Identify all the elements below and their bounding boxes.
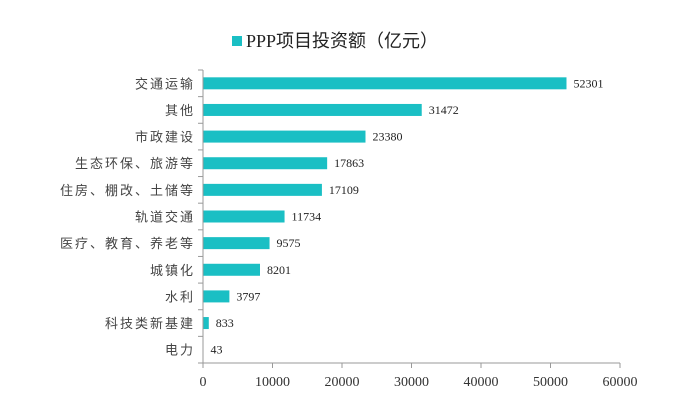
bar: [203, 317, 209, 330]
category-label: 交通运输: [135, 76, 195, 92]
data-label: 9575: [277, 236, 301, 250]
legend-label: PPP项目投资额（亿元）: [246, 31, 438, 51]
bar: [203, 157, 328, 170]
x-tick-label: 0: [200, 375, 207, 390]
category-label: 水利: [165, 290, 195, 305]
category-label: 科技类新基建: [105, 316, 195, 332]
category-label: 医疗、教育、养老等: [60, 236, 195, 252]
data-label: 8201: [267, 263, 291, 277]
category-label: 生态环保、旅游等: [75, 156, 195, 172]
data-label: 23380: [372, 130, 402, 144]
bar-group: 市政建设 23380: [135, 130, 403, 146]
category-label: 市政建设: [135, 130, 195, 146]
data-label: 833: [216, 316, 234, 330]
bar-group: 交通运输 52301: [135, 76, 604, 92]
category-label: 住房、棚改、土储等: [60, 183, 195, 199]
bar-group: 住房、棚改、土储等 17109: [60, 183, 359, 199]
bar-group: 科技类新基建 833: [105, 316, 234, 332]
data-label: 3797: [236, 289, 260, 303]
bar: [203, 77, 567, 90]
bar: [203, 130, 366, 143]
bar-group: 水利 3797: [165, 289, 260, 305]
legend: PPP项目投资额（亿元）: [232, 31, 438, 51]
bar: [203, 210, 285, 223]
category-label: 轨道交通: [135, 210, 195, 226]
x-tick-label: 10000: [255, 375, 290, 390]
bar: [203, 103, 422, 116]
bar-group: 城镇化 8201: [150, 263, 291, 279]
legend-swatch: [232, 36, 242, 46]
x-tick-label: 30000: [394, 375, 429, 390]
data-label: 31472: [429, 103, 459, 117]
bar-group: 医疗、教育、养老等 9575: [60, 236, 301, 252]
category-label: 城镇化: [150, 264, 195, 279]
bar: [203, 290, 230, 303]
bar-group: 其他 31472: [165, 103, 459, 119]
bar: [203, 183, 322, 196]
bar-group: 轨道交通 11734: [135, 210, 321, 226]
x-tick-label: 20000: [325, 375, 360, 390]
data-label: 43: [211, 343, 223, 357]
x-tick-label: 60000: [603, 375, 638, 390]
data-label: 11734: [292, 210, 322, 224]
category-label: 其他: [165, 104, 195, 119]
bar: [203, 263, 260, 276]
bar: [203, 237, 270, 250]
category-label: 电力: [165, 344, 195, 359]
data-label: 17863: [334, 156, 364, 170]
x-tick-label: 40000: [464, 375, 499, 390]
data-label: 17109: [329, 183, 359, 197]
data-label: 52301: [573, 76, 603, 90]
x-tick-label: 50000: [533, 375, 568, 390]
bar-group: 生态环保、旅游等 17863: [75, 156, 364, 172]
bar-group: 电力 43: [165, 343, 223, 359]
